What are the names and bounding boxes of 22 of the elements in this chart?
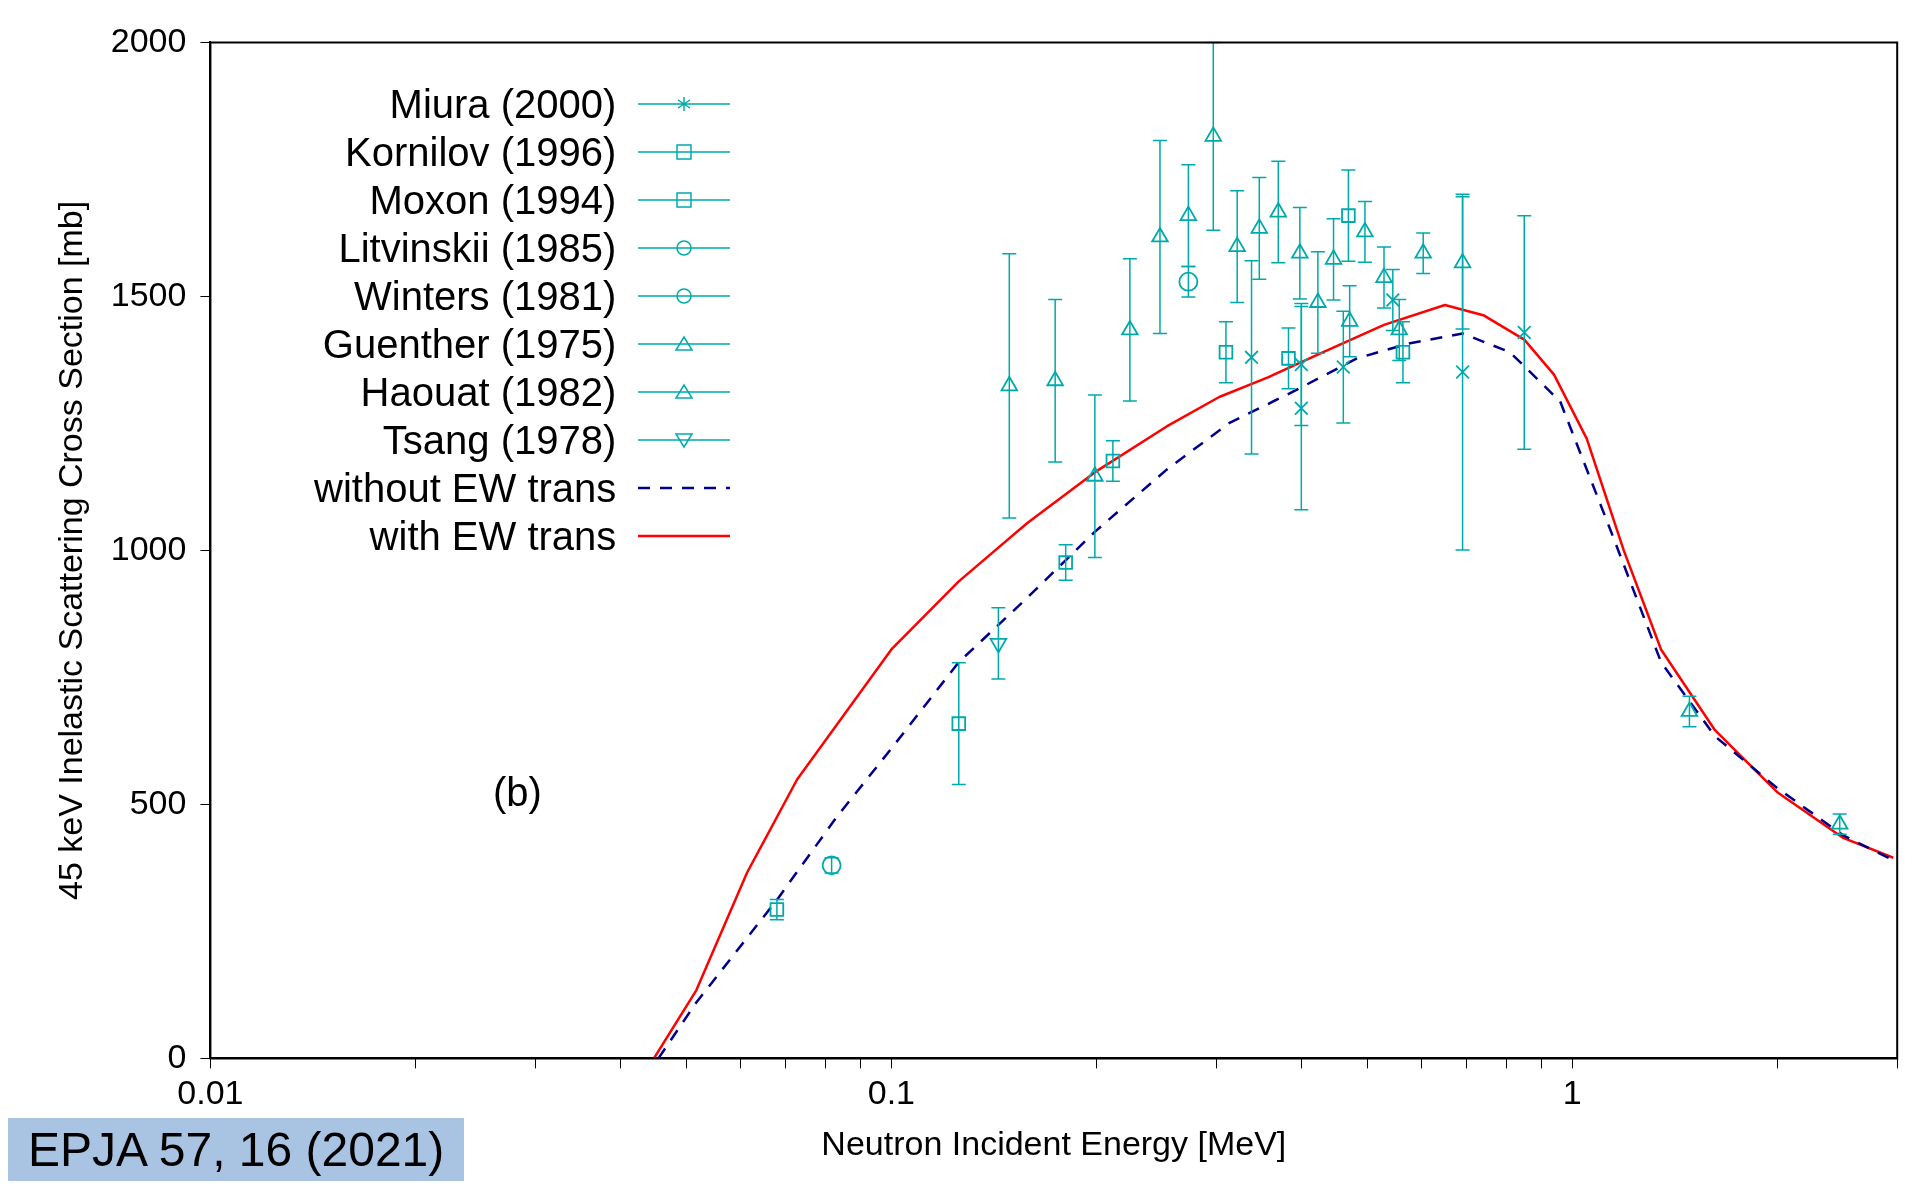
y-tick-label: 0 bbox=[167, 1036, 187, 1075]
legend-label: without EW trans bbox=[314, 465, 617, 511]
legend-label: Guenther (1975) bbox=[322, 321, 617, 367]
text: EPJA 57, 16 (2021) bbox=[8, 1118, 465, 1181]
x-axis-title: Neutron Incident Energy [MeV] bbox=[821, 1123, 1287, 1162]
legend-label: Kornilov (1996) bbox=[345, 129, 617, 175]
y-tick-label: 500 bbox=[129, 782, 187, 821]
annotation: (b) bbox=[493, 770, 542, 815]
y-tick-label: 1500 bbox=[110, 274, 187, 313]
legend-label: Moxon (1994) bbox=[369, 177, 617, 223]
y-axis-title: 45 keV Inelastic Scattering Cross Section [mb] bbox=[50, 200, 89, 901]
legend-label: Winters (1981) bbox=[354, 273, 617, 319]
legend-label: Tsang (1978) bbox=[382, 417, 617, 463]
x-tick-label: 1 bbox=[1562, 1073, 1582, 1112]
x-tick-label: 0.01 bbox=[177, 1073, 244, 1112]
y-tick-label: 1000 bbox=[110, 528, 187, 567]
legend-label: with EW trans bbox=[369, 513, 617, 559]
y-tick-label: 2000 bbox=[110, 20, 187, 59]
legend-label: Miura (2000) bbox=[389, 81, 617, 127]
x-tick-label: 0.1 bbox=[867, 1073, 916, 1112]
legend-label: Haouat (1982) bbox=[360, 369, 617, 415]
legend-label: Litvinskii (1985) bbox=[338, 225, 617, 271]
